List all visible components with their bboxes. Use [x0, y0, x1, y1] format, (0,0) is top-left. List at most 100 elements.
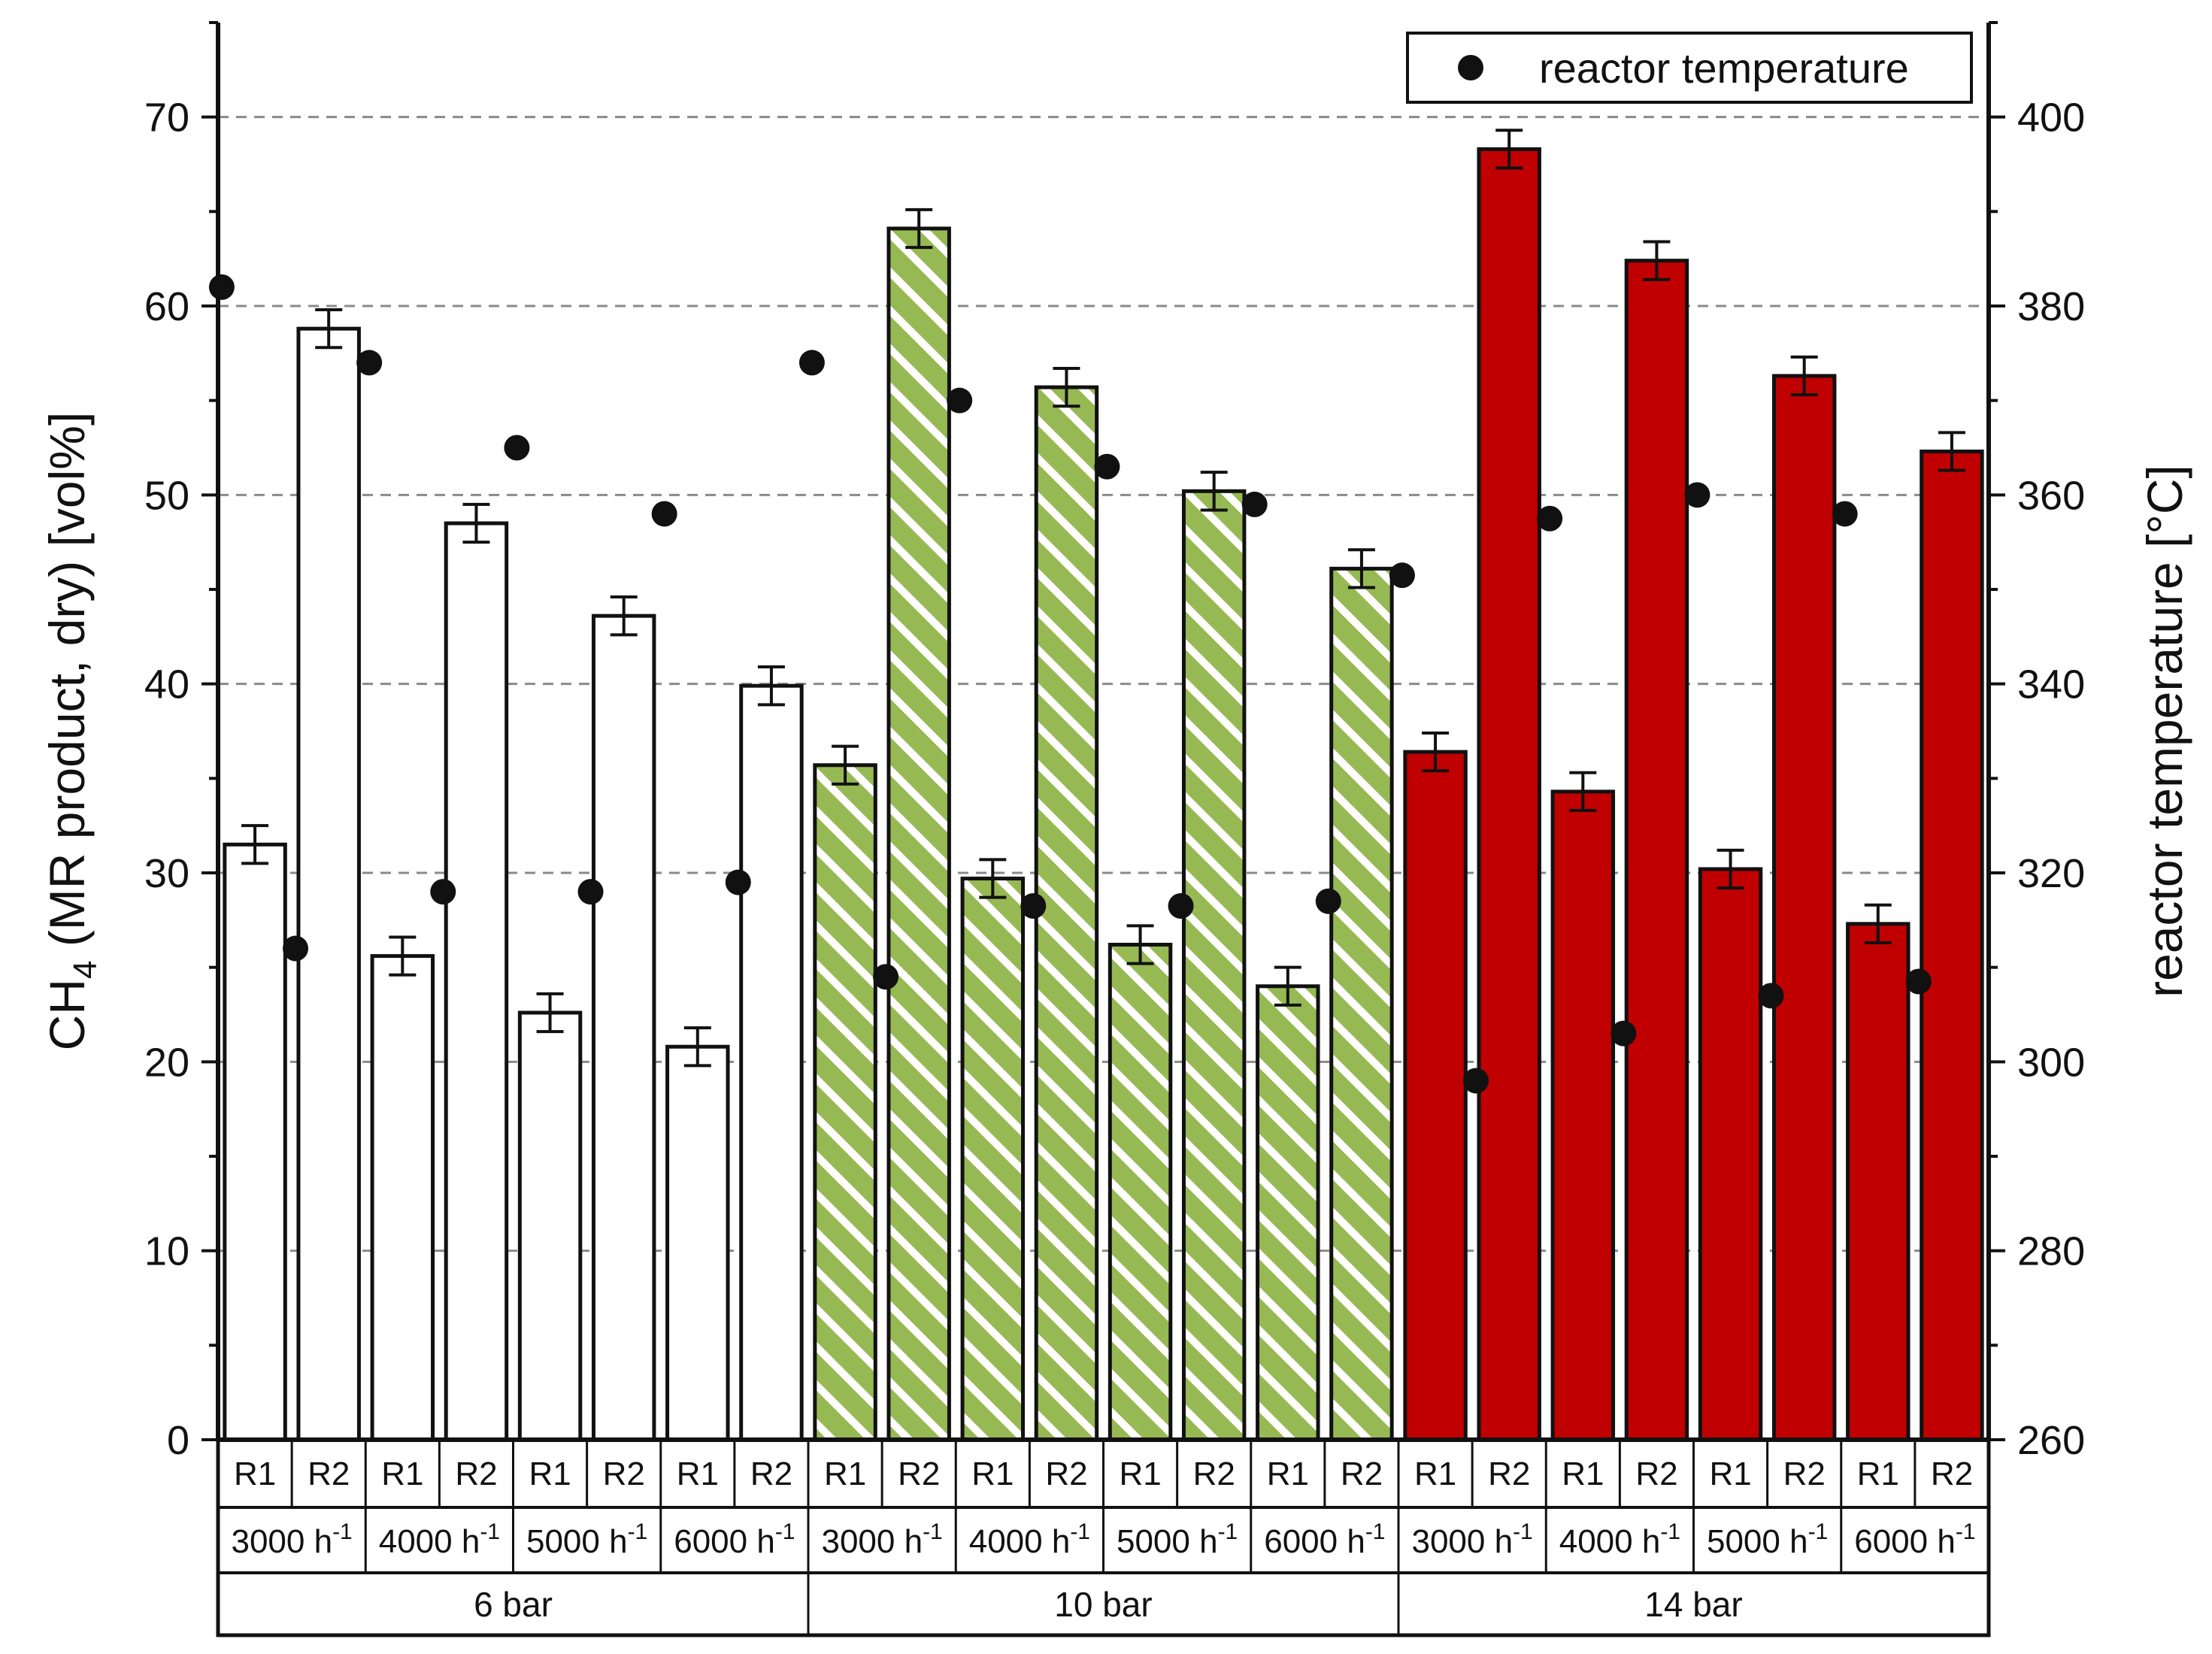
space-velocity-label: 3000 h-1	[231, 1519, 352, 1560]
sv-value: 6000 h	[1854, 1523, 1956, 1560]
space-velocity-label: 6000 h-1	[674, 1519, 795, 1560]
temperature-point	[947, 387, 973, 414]
space-velocity-label: 5000 h-1	[526, 1519, 647, 1560]
reactor-label: R2	[603, 1456, 645, 1492]
sv-superscript: -1	[1218, 1519, 1238, 1544]
y-tick-label: 70	[144, 95, 189, 141]
sv-value: 6000 h	[674, 1523, 775, 1560]
bar-6bar-r1-2	[370, 954, 435, 1442]
space-velocity-label: 3000 h-1	[821, 1519, 942, 1560]
y2-tick-label: 400	[2017, 95, 2085, 141]
y-tick-label: 10	[144, 1229, 189, 1274]
temperature-point	[283, 935, 309, 962]
bar-14bar-r2-5	[1771, 374, 1837, 1442]
temperature-point	[1168, 892, 1194, 919]
sv-value: 6000 h	[1264, 1523, 1365, 1560]
bar-10bar-r2-3	[1034, 385, 1099, 1442]
temperature-point	[725, 869, 751, 895]
reactor-label: R1	[381, 1456, 423, 1492]
y2-tick-label: 300	[2017, 1040, 2085, 1085]
y-title-rest: (MR product, dry) [vol%]	[39, 412, 95, 961]
reactor-label: R1	[677, 1456, 719, 1492]
legend-label: reactor temperature	[1539, 44, 1909, 92]
y-title-base: CH	[39, 979, 95, 1050]
axis-titles: CH4 (MR product, dry) [vol%] reactor temp…	[39, 412, 2192, 1051]
y-axis-title: CH4 (MR product, dry) [vol%]	[39, 412, 104, 1051]
space-velocity-label: 3000 h-1	[1411, 1519, 1532, 1560]
sv-value: 4000 h	[1559, 1523, 1661, 1560]
temperature-point	[1905, 968, 1932, 995]
space-velocity-label: 5000 h-1	[1117, 1519, 1238, 1560]
y-tick-label: 60	[144, 284, 189, 329]
y2-axis-title: reactor temperature [°C]	[2137, 465, 2192, 998]
reactor-label: R2	[1931, 1456, 1973, 1492]
reactor-label: R2	[1341, 1456, 1383, 1492]
sv-superscript: -1	[1365, 1519, 1386, 1544]
temperature-point	[1832, 501, 1858, 527]
sv-superscript: -1	[628, 1519, 648, 1544]
temperature-point	[1537, 505, 1563, 532]
reactor-label: R2	[1193, 1456, 1235, 1492]
reactor-label: R1	[1709, 1456, 1751, 1492]
bar-6bar-r2-7	[739, 683, 804, 1442]
pressure-label: 10 bar	[1054, 1585, 1152, 1624]
sv-value: 5000 h	[1707, 1523, 1808, 1560]
category-table: R1 R2 R1 R2 R1 R2 R1 R2 R1 R2 R1 R2 R1 R2 R1 R2 R1 R2 R1 R2…	[216, 1437, 1991, 1637]
space-velocity-label: 4000 h-1	[1559, 1519, 1680, 1560]
temperature-point	[430, 879, 456, 905]
bar-6bar-r1-6	[665, 1044, 730, 1442]
y-tick-label: 50	[144, 473, 189, 518]
sv-superscript: -1	[1660, 1519, 1680, 1544]
reactor-label: R2	[1783, 1456, 1826, 1492]
reactor-label: R1	[234, 1456, 276, 1492]
reactor-label: R2	[898, 1456, 940, 1492]
temperature-point	[798, 350, 825, 376]
temperature-point	[1020, 892, 1047, 919]
temperature-point	[1758, 983, 1784, 1009]
temperature-points	[208, 274, 1932, 1094]
space-velocity-label: 6000 h-1	[1264, 1519, 1385, 1560]
y-tick-label: 30	[144, 851, 189, 896]
reactor-label: R1	[971, 1456, 1014, 1492]
bar-10bar-r1-6	[1256, 984, 1320, 1442]
y2-tick-label: 360	[2017, 473, 2085, 518]
sv-superscript: -1	[1956, 1519, 1976, 1544]
reactor-label: R1	[1857, 1456, 1899, 1492]
reactor-label: R1	[1119, 1456, 1161, 1492]
legend: reactor temperature	[1406, 32, 1973, 104]
y-title-subscript: 4	[67, 961, 104, 979]
bar-6bar-r2-1	[296, 326, 361, 1442]
sv-value: 4000 h	[379, 1523, 480, 1560]
reactor-label: R1	[529, 1456, 571, 1492]
reactor-label: R2	[750, 1456, 792, 1492]
sv-value: 3000 h	[1411, 1523, 1513, 1560]
bar-14bar-r1-4	[1698, 867, 1763, 1442]
sv-value: 5000 h	[526, 1523, 628, 1560]
reactor-label: R1	[1562, 1456, 1604, 1492]
y2-tick-label: 280	[2017, 1229, 2085, 1274]
temperature-point	[356, 350, 383, 376]
temperature-point	[504, 435, 530, 461]
pressure-label: 6 bar	[474, 1585, 553, 1624]
space-velocity-label: 4000 h-1	[969, 1519, 1090, 1560]
y2-tick-label: 320	[2017, 851, 2085, 896]
error-bars	[241, 129, 1965, 1068]
sv-value: 5000 h	[1117, 1523, 1218, 1560]
reactor-label: R2	[455, 1456, 497, 1492]
temperature-point	[651, 501, 677, 527]
sv-superscript: -1	[480, 1519, 500, 1544]
bar-6bar-r1-4	[517, 1010, 583, 1442]
temperature-point	[1094, 453, 1120, 480]
sv-superscript: -1	[775, 1519, 795, 1544]
space-velocity-label: 5000 h-1	[1707, 1519, 1828, 1560]
temperature-point	[577, 879, 604, 905]
temperature-point	[1241, 491, 1268, 517]
temperature-point	[208, 274, 235, 300]
y2-tick-label: 380	[2017, 284, 2085, 329]
reactor-label: R2	[308, 1456, 350, 1492]
y-tick-label: 20	[144, 1040, 189, 1085]
y-tick-label: 40	[144, 662, 189, 707]
bar-14bar-r1-6	[1846, 922, 1911, 1442]
bar-14bar-r2-1	[1477, 147, 1541, 1442]
